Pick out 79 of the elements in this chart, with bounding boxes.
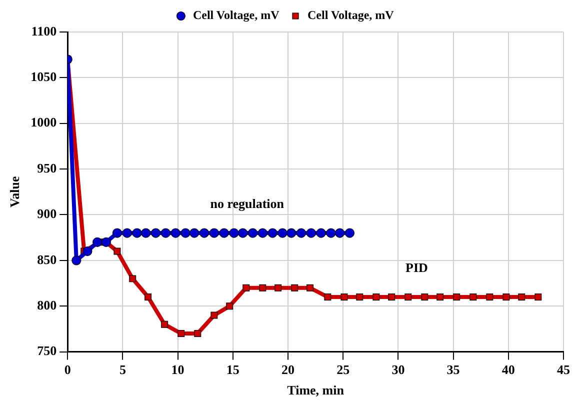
x-tick-label: 30 bbox=[392, 362, 405, 377]
point bbox=[486, 293, 494, 300]
point bbox=[436, 293, 444, 300]
y-tick-label: 750 bbox=[37, 343, 57, 358]
x-tick-label: 15 bbox=[226, 362, 240, 377]
x-tick-label: 10 bbox=[171, 362, 184, 377]
point bbox=[296, 228, 306, 238]
point bbox=[356, 293, 364, 300]
point bbox=[219, 228, 229, 238]
point bbox=[306, 284, 314, 292]
point bbox=[194, 330, 202, 338]
point bbox=[274, 284, 282, 292]
point bbox=[209, 228, 219, 238]
point bbox=[161, 320, 168, 328]
x-tick-label: 45 bbox=[557, 362, 570, 377]
point bbox=[344, 228, 355, 238]
point bbox=[122, 228, 132, 238]
point bbox=[248, 228, 258, 238]
y-tick-label: 1100 bbox=[31, 23, 57, 38]
point bbox=[286, 228, 296, 238]
point bbox=[170, 228, 180, 238]
point bbox=[258, 228, 268, 238]
y-tick-label: 950 bbox=[37, 160, 57, 176]
point bbox=[180, 228, 190, 238]
point bbox=[518, 293, 526, 300]
point bbox=[132, 228, 142, 238]
point bbox=[199, 228, 210, 238]
point bbox=[421, 293, 428, 300]
x-tick-label: 25 bbox=[336, 362, 350, 377]
point bbox=[404, 293, 412, 300]
point bbox=[326, 228, 336, 238]
point bbox=[372, 293, 380, 300]
point bbox=[238, 228, 248, 238]
point bbox=[178, 330, 185, 338]
point bbox=[150, 228, 161, 238]
point bbox=[112, 228, 122, 238]
x-axis-title: Time, min bbox=[287, 382, 345, 398]
point bbox=[144, 293, 152, 300]
point bbox=[190, 228, 200, 238]
point bbox=[470, 293, 477, 300]
point bbox=[316, 228, 326, 238]
legend-label: Cell Voltage, mV bbox=[192, 8, 280, 22]
y-tick-label: 900 bbox=[37, 206, 57, 222]
point bbox=[92, 237, 102, 247]
y-tick-label: 850 bbox=[37, 252, 57, 267]
point bbox=[453, 293, 460, 300]
point bbox=[210, 312, 218, 319]
legend-label: Cell Voltage, mV bbox=[308, 8, 394, 22]
point bbox=[259, 284, 266, 292]
point bbox=[502, 293, 510, 300]
y-tick-label: 1050 bbox=[30, 69, 57, 84]
point bbox=[229, 228, 239, 238]
y-tick-label: 1000 bbox=[30, 114, 57, 130]
y-axis-title: Value bbox=[7, 176, 22, 208]
point bbox=[534, 293, 542, 300]
point bbox=[242, 284, 250, 292]
point bbox=[324, 293, 332, 300]
point bbox=[268, 228, 278, 238]
point bbox=[226, 302, 234, 310]
point bbox=[291, 284, 298, 292]
annotation: PID bbox=[406, 260, 428, 276]
annotation: no regulation bbox=[210, 196, 285, 212]
point bbox=[114, 248, 121, 255]
x-tick-label: 5 bbox=[119, 362, 126, 377]
x-tick-label: 20 bbox=[282, 362, 294, 377]
point bbox=[82, 246, 92, 256]
x-tick-label: 40 bbox=[502, 362, 515, 377]
y-tick-label: 800 bbox=[37, 297, 57, 312]
point bbox=[72, 256, 82, 266]
x-tick-label: 35 bbox=[446, 362, 460, 377]
x-tick-label: 0 bbox=[64, 362, 71, 377]
point bbox=[278, 228, 288, 238]
point bbox=[340, 293, 348, 300]
point bbox=[160, 228, 170, 238]
point bbox=[334, 228, 345, 238]
point bbox=[129, 275, 136, 282]
point bbox=[388, 293, 396, 300]
point bbox=[306, 228, 316, 238]
point bbox=[141, 228, 151, 238]
